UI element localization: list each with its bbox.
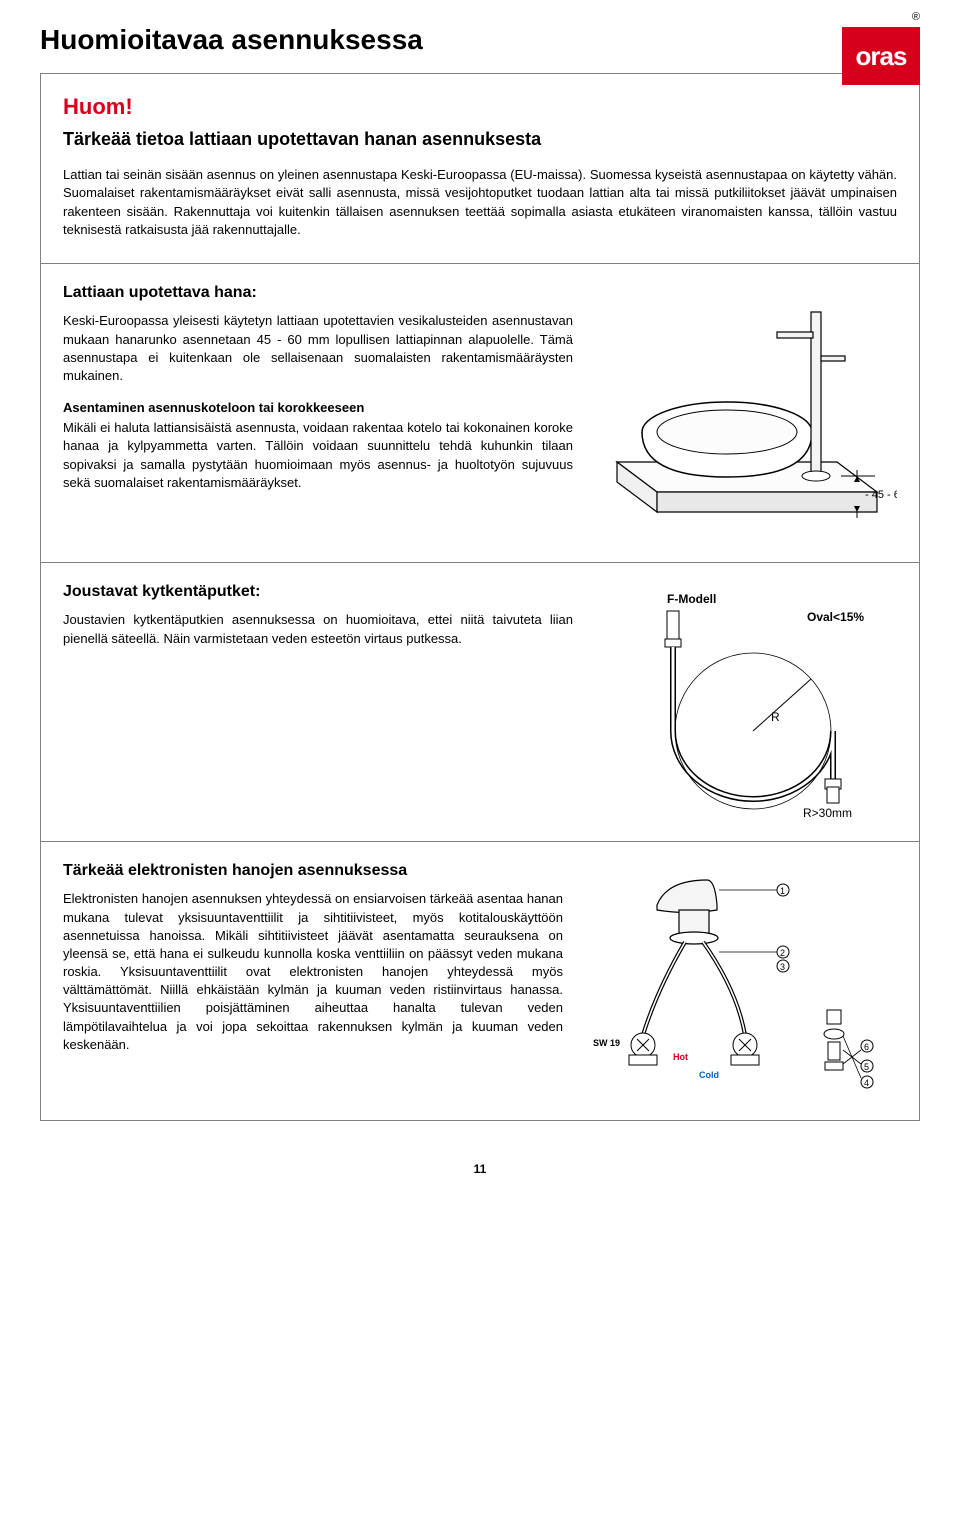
page-number: 11 xyxy=(40,1161,920,1178)
sink-diagram: - 45 - 60 xyxy=(597,282,897,542)
faucet-diagram: SW 19 Hot Cold 1 2 3 xyxy=(587,860,897,1100)
cold-label: Cold xyxy=(699,1070,719,1080)
callout-1: 1 xyxy=(780,886,785,896)
elektroniset-heading: Tärkeää elektronisten hanojen asennukses… xyxy=(63,860,563,882)
lattiaan-subheading: Asentaminen asennuskoteloon tai korokkee… xyxy=(63,399,573,417)
logo-box: oras xyxy=(842,27,920,85)
joustavat-heading: Joustavat kytkentäputket: xyxy=(63,581,573,603)
section-joustavat: Joustavat kytkentäputket: Joustavien kyt… xyxy=(41,562,919,841)
section-intro: Huom! Tärkeää tietoa lattiaan upotettava… xyxy=(41,74,919,263)
oval-label: Oval<15% xyxy=(807,610,864,624)
section-elektroniset: Tärkeää elektronisten hanojen asennukses… xyxy=(41,841,919,1120)
callout-3: 3 xyxy=(780,962,785,972)
logo-text: oras xyxy=(856,38,907,74)
content-box: Huom! Tärkeää tietoa lattiaan upotettava… xyxy=(40,73,920,1121)
hose-diagram: F-Modell Oval<15% R xyxy=(597,581,897,821)
lattiaan-para1: Keski-Euroopassa yleisesti käytetyn latt… xyxy=(63,312,573,385)
elektroniset-para: Elektronisten hanojen asennuksen yhteyde… xyxy=(63,890,563,1054)
section-lattiaan: Lattiaan upotettava hana: Keski-Euroopas… xyxy=(41,263,919,562)
callout-6: 6 xyxy=(864,1042,869,1052)
intro-paragraph: Lattian tai seinän sisään asennus on yle… xyxy=(63,166,897,239)
registered-symbol: ® xyxy=(842,10,920,25)
dim-label: - 45 - 60 xyxy=(865,489,897,501)
sw-label: SW 19 xyxy=(593,1038,620,1048)
r-label: R xyxy=(771,710,780,724)
intro-subheading: Tärkeää tietoa lattiaan upotettavan hana… xyxy=(63,127,897,152)
callout-4: 4 xyxy=(864,1078,869,1088)
lattiaan-heading: Lattiaan upotettava hana: xyxy=(63,282,573,304)
page-title: Huomioitavaa asennuksessa xyxy=(40,20,920,59)
callout-2: 2 xyxy=(780,948,785,958)
f-model-label: F-Modell xyxy=(667,592,716,606)
lattiaan-para2: Mikäli ei haluta lattiansisäistä asennus… xyxy=(63,419,573,492)
brand-logo: ® oras xyxy=(842,10,920,85)
huom-label: Huom! xyxy=(63,92,897,123)
joustavat-para: Joustavien kytkentäputkien asennuksessa … xyxy=(63,611,573,647)
callout-5: 5 xyxy=(864,1062,869,1072)
hot-label: Hot xyxy=(673,1052,688,1062)
r-min-label: R>30mm xyxy=(803,806,852,820)
